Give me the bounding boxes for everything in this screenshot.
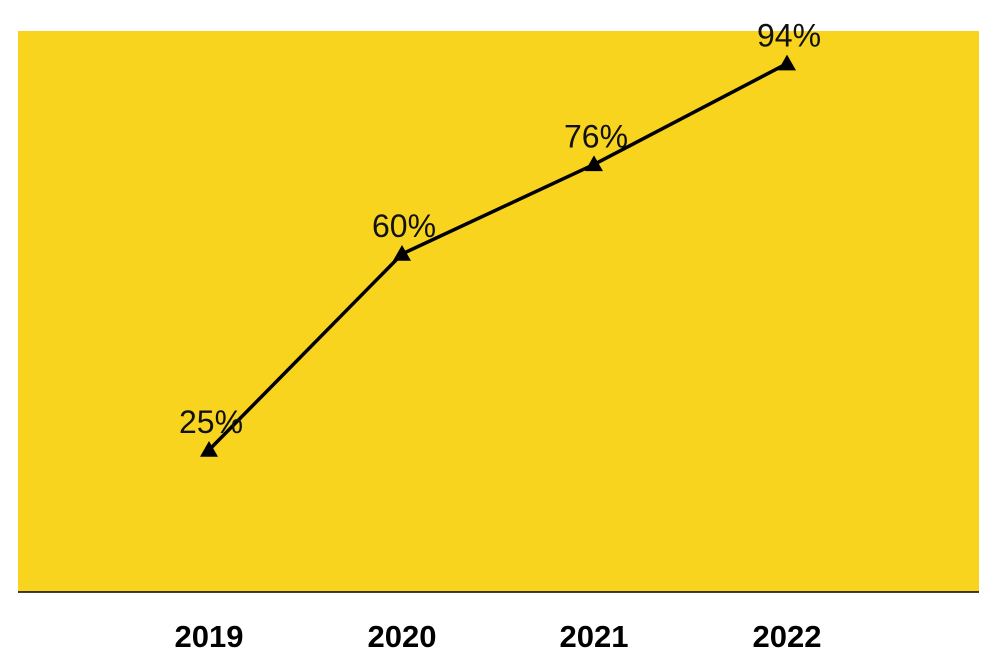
x-tick-label-2020: 2020 (368, 619, 437, 654)
plot-area-background (18, 31, 979, 592)
data-label-2020: 60% (372, 208, 436, 244)
triangle-marker-2021 (585, 155, 603, 172)
triangle-marker-2019 (200, 441, 218, 457)
series-group (200, 54, 796, 457)
series-line (207, 62, 788, 452)
x-tick-label-2021: 2021 (560, 619, 629, 654)
x-tick-labels-group: 2019 2020 2021 2022 (175, 619, 822, 654)
data-label-2021: 76% (564, 118, 628, 154)
data-label-2019: 25% (179, 404, 243, 440)
x-tick-label-2019: 2019 (175, 619, 244, 654)
data-labels-group: 25% 60% 76% 94% (179, 18, 821, 440)
triangle-marker-2022 (778, 54, 796, 71)
data-label-2022: 94% (757, 18, 821, 54)
x-tick-label-2022: 2022 (753, 619, 822, 654)
triangle-marker-2020 (393, 245, 411, 261)
